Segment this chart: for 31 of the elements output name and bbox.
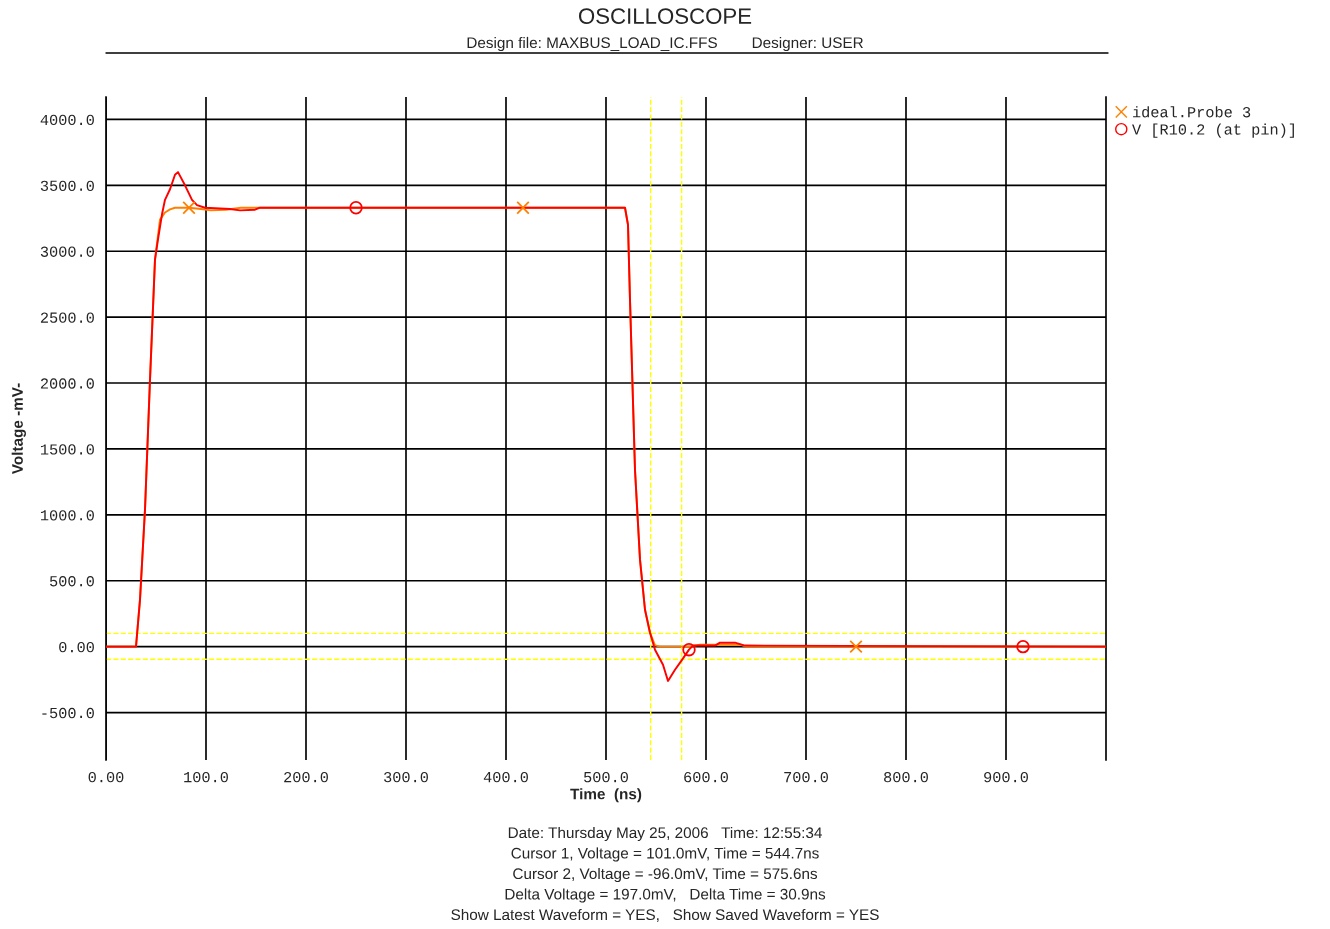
y-axis-title: Voltage -mV- xyxy=(11,383,26,475)
y-tick-label: 4000.0 xyxy=(40,114,94,126)
x-tick-label: 800.0 xyxy=(884,771,928,783)
y-tick-label: 3000.0 xyxy=(40,246,94,257)
y-tick-label: 0.00 xyxy=(59,641,94,653)
y-tick-label: 3500.0 xyxy=(40,180,94,191)
y-tick-label: 2500.0 xyxy=(40,312,94,323)
chart-title: OSCILLOSCOPE xyxy=(578,8,752,24)
x-tick-label: 0.00 xyxy=(88,771,124,783)
text: Show Latest Waveform = YES, Show Saved Waveform = YES xyxy=(451,908,879,922)
y-tick-label: 1500.0 xyxy=(40,444,94,455)
chart-subtitle: Design file: MAXBUS_LOAD_IC.FFS Designer: USER xyxy=(467,36,863,52)
x-tick-label: 500.0 xyxy=(584,771,628,783)
y-tick-label: -500.0 xyxy=(42,707,94,719)
y-tick-label: 1000.0 xyxy=(40,510,94,521)
x-axis-title: Time (ns) xyxy=(570,788,642,803)
y-tick-label: 500.0 xyxy=(50,576,94,587)
x-tick-label: 100.0 xyxy=(184,771,228,783)
text: Delta Voltage = 197.0mV, Delta Time = 30.9ns xyxy=(505,888,826,903)
text: Cursor 1, Voltage = 101.0mV, Time = 544.7ns xyxy=(511,847,819,862)
x-tick-label: 900.0 xyxy=(984,771,1028,783)
legend-label: ideal.Probe 3 xyxy=(1133,106,1251,118)
text: Date: Thursday May 25, 2006 Time: 12:55:34 xyxy=(508,826,822,842)
x-tick-label: 200.0 xyxy=(284,771,328,783)
legend-label: V [R10.2 (at pin)] xyxy=(1132,123,1294,138)
x-tick-label: 700.0 xyxy=(784,771,828,783)
x-tick-label: 300.0 xyxy=(384,771,428,783)
x-tick-label: 400.0 xyxy=(483,771,528,783)
y-tick-label: 2000.0 xyxy=(40,378,94,389)
text: Cursor 2, Voltage = -96.0mV, Time = 575.6ns xyxy=(513,867,818,883)
x-tick-label: 600.0 xyxy=(684,771,728,783)
